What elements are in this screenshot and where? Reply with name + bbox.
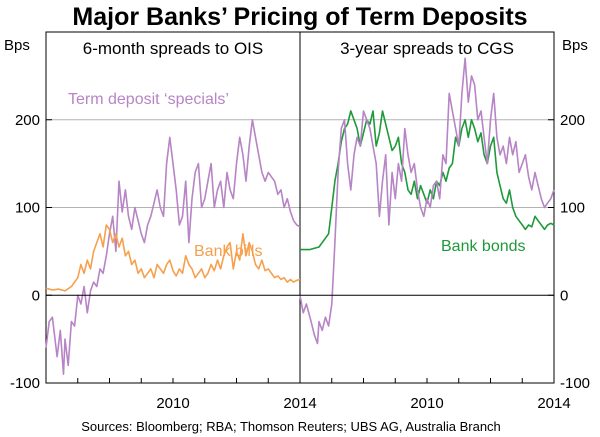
series-label-specials: Term deposit ‘specials’ <box>68 91 229 108</box>
x-tick-label: 2010 <box>156 395 189 412</box>
y-unit-right: Bps <box>562 37 588 54</box>
chart-source: Sources: Bloomberg; RBA; Thomson Reuters… <box>81 419 501 434</box>
y-tick-label-right: 100 <box>560 200 585 217</box>
x-tick-label: 2010 <box>410 395 443 412</box>
series-label-bonds: Bank bonds <box>441 238 526 255</box>
x-tick-label: 2014 <box>537 395 570 412</box>
series-line-bills-panel-1 <box>45 224 301 292</box>
chart-title: Major Banks’ Pricing of Term Deposits <box>72 3 527 31</box>
y-unit-left: Bps <box>4 37 30 54</box>
y-tick-label-right: 200 <box>560 112 585 129</box>
panel-right-title: 3-year spreads to CGS <box>340 39 514 58</box>
y-tick-label-right: 0 <box>560 287 568 304</box>
axis-ticks: -100 -100 0 0 100 100 200 200 2010 2014 2010 2014 <box>10 112 590 412</box>
y-tick-label-left: 100 <box>15 200 40 217</box>
x-tick-label: 2014 <box>283 395 316 412</box>
series-line-specials-panel-1 <box>45 119 301 376</box>
y-tick-label-left: -100 <box>10 375 40 392</box>
series-layer <box>45 57 555 376</box>
y-tick-label-left: 0 <box>32 287 40 304</box>
panel-left-title: 6-month spreads to OIS <box>83 39 263 58</box>
y-tick-label-right: -100 <box>560 375 590 392</box>
series-label-bills: Bank bills <box>194 243 262 260</box>
series-line-specials-panel-2 <box>299 57 555 345</box>
y-tick-label-left: 200 <box>15 112 40 129</box>
